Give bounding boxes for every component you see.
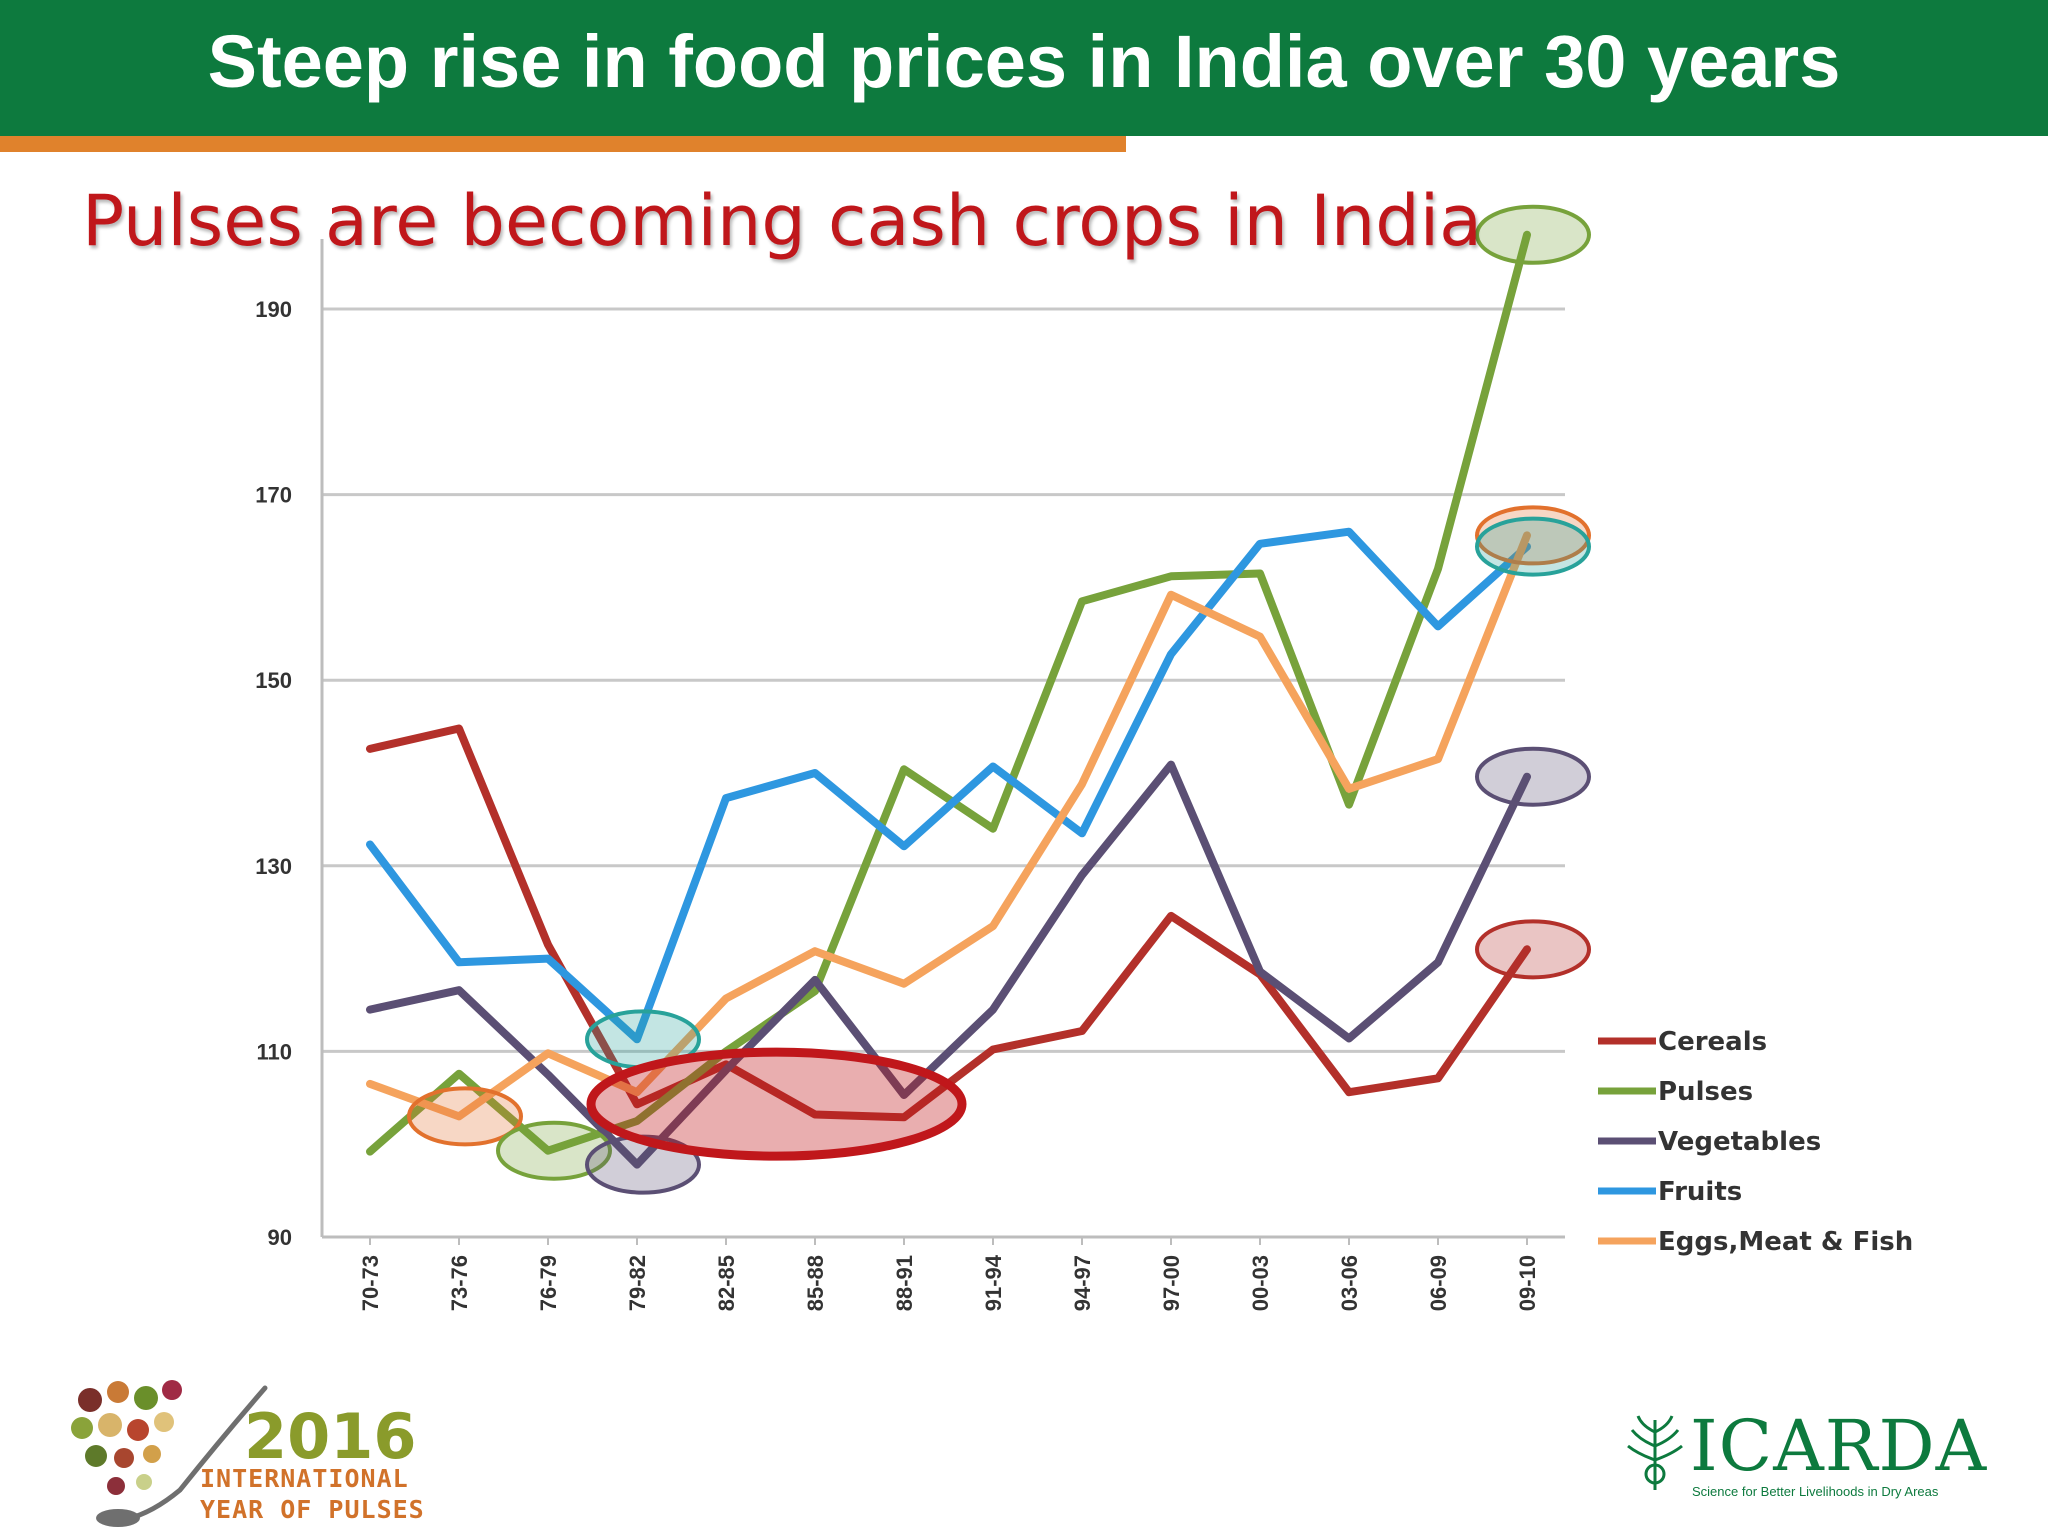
legend-label: Fruits [1658,1177,1742,1207]
x-tick-label: 06-09 [1426,1255,1451,1311]
title-bar: Steep rise in food prices in India over … [0,0,2048,136]
x-tick-label: 76-79 [536,1255,561,1311]
y-tick-label: 150 [255,668,292,693]
x-tick-label: 09-10 [1515,1255,1540,1311]
y-tick-label: 190 [255,297,292,322]
x-tick-label: 03-06 [1337,1255,1362,1311]
highlight-ellipse [1475,919,1591,980]
highlight-ellipse [1475,516,1591,577]
highlight-ellipse [1475,746,1591,807]
highlight-ellipse [496,1120,612,1181]
series-line-pulses [366,230,1531,1156]
legend-label: Pulses [1658,1077,1753,1107]
x-tick-label: 79-82 [625,1255,650,1311]
y-tick-label: 110 [257,1039,293,1064]
highlight-ellipse [586,1047,967,1161]
iyp-year: 2016 [244,1400,417,1473]
y-tick-label: 170 [255,483,292,508]
x-tick-label: 88-91 [892,1255,917,1311]
icarda-logo-name: ICARDA [1690,1405,1988,1487]
series-line-vegetables [366,760,1531,1169]
legend-label: Vegetables [1658,1127,1821,1157]
highlight-ellipse [407,1086,523,1147]
icarda-tagline: Science for Better Livelihoods in Dry Ar… [1692,1484,1939,1499]
x-tick-label: 91-94 [981,1254,1006,1311]
x-tick-label: 00-03 [1248,1255,1273,1311]
iyp-logo-icon [71,1380,268,1527]
accent-bar [0,136,1126,152]
slide-subtitle: Pulses are becoming cash crops in India [82,180,1483,262]
x-tick-label: 85-88 [803,1255,828,1311]
x-tick-label: 73-76 [447,1255,472,1311]
icarda-wheat-icon [1627,1415,1683,1490]
series-line-fruits [366,527,1531,1044]
legend-label: Eggs,Meat & Fish [1658,1227,1913,1257]
iyp-line-year-of-pulses: YEAR OF PULSES [200,1495,425,1524]
legend-label: Cereals [1658,1027,1767,1057]
series-line-eggs-meat-fish [366,531,1531,1121]
iyp-line-international: INTERNATIONAL [200,1464,409,1493]
y-tick-label: 90 [268,1225,292,1250]
highlight-ellipse [1475,204,1591,265]
x-tick-label: 70-73 [358,1255,383,1311]
x-tick-label: 82-85 [714,1255,739,1311]
x-tick-label: 94-97 [1070,1255,1095,1311]
slide-title: Steep rise in food prices in India over … [207,20,1841,103]
y-tick-label: 130 [255,854,292,879]
x-tick-label: 97-00 [1159,1255,1184,1311]
